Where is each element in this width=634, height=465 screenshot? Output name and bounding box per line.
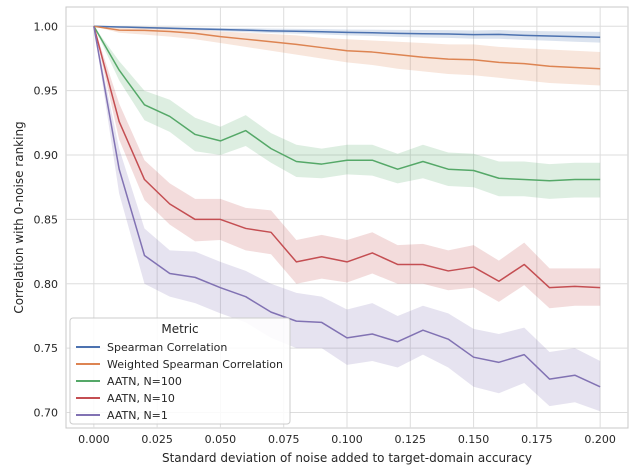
confidence-band-series-0	[93, 26, 601, 43]
legend-label-1: Weighted Spearman Correlation	[107, 358, 283, 371]
confidence-band-series-1	[93, 26, 601, 86]
legend-label-3: AATN, N=10	[107, 392, 175, 405]
series-lines	[93, 25, 601, 388]
x-tick-label: 0.050	[205, 433, 237, 446]
y-tick-label: 0.95	[34, 85, 59, 98]
y-tick-labels: 0.70 0.75 0.80 0.85 0.90 0.95 1.00	[34, 20, 59, 419]
x-tick-label: 0.200	[584, 433, 616, 446]
y-tick-label: 0.80	[34, 278, 59, 291]
y-axis-label: Correlation with 0-noise ranking	[12, 121, 26, 313]
y-tick-label: 0.90	[34, 149, 59, 162]
legend-items: Spearman Correlation Weighted Spearman Co…	[76, 341, 283, 422]
y-tick-label: 0.70	[34, 407, 59, 420]
x-tick-label: 0.000	[78, 433, 110, 446]
y-tick-label: 0.75	[34, 342, 59, 355]
legend-label-2: AATN, N=100	[107, 375, 182, 388]
x-axis-label: Standard deviation of noise added to tar…	[162, 451, 532, 465]
series-line-0	[93, 25, 601, 39]
series-line-2	[93, 25, 601, 182]
confidence-band-series-4	[93, 26, 601, 412]
legend-label-0: Spearman Correlation	[107, 341, 227, 354]
legend: Metric Spearman Correlation Weighted Spea…	[69, 317, 291, 425]
x-tick-label: 0.175	[521, 433, 553, 446]
series-line-1	[93, 25, 601, 70]
series-line-3	[93, 26, 601, 289]
x-tick-label: 0.025	[141, 433, 173, 446]
confidence-band-series-2	[93, 26, 601, 199]
x-tick-labels: 0.000 0.025 0.050 0.075 0.100 0.125 0.150 0.175…	[78, 433, 616, 446]
x-tick-label: 0.100	[331, 433, 363, 446]
legend-label-4: AATN, N=1	[107, 409, 168, 422]
x-tick-label: 0.125	[395, 433, 427, 446]
x-tick-label: 0.075	[268, 433, 300, 446]
legend-title: Metric	[161, 322, 198, 336]
confidence-bands	[93, 26, 601, 412]
legend-box	[69, 317, 291, 425]
y-tick-label: 0.85	[34, 213, 59, 226]
series-line-4	[93, 26, 601, 388]
x-tick-label: 0.150	[458, 433, 490, 446]
confidence-band-series-3	[93, 26, 601, 309]
y-tick-label: 1.00	[34, 20, 59, 33]
